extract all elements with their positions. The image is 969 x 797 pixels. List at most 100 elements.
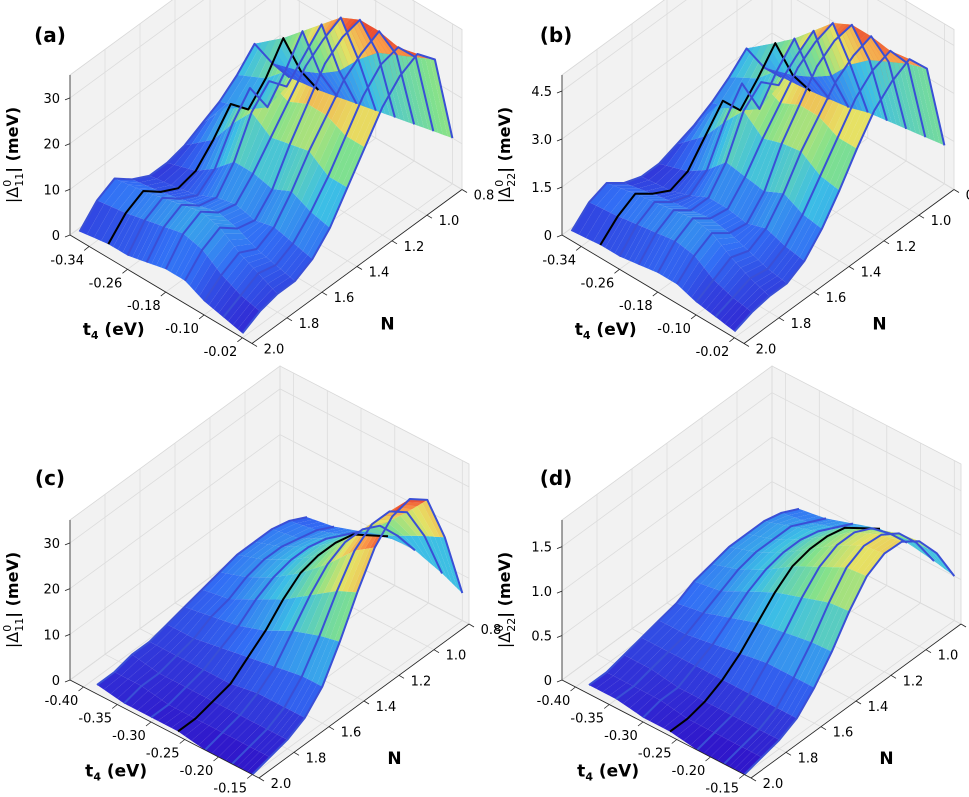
surface-patch <box>738 552 763 570</box>
surface-patch <box>188 215 211 242</box>
slice-curve <box>123 525 335 705</box>
x-tick-mark <box>78 686 84 692</box>
surface-patch <box>218 204 241 217</box>
surface-patch <box>199 676 224 698</box>
surface-patch <box>729 223 752 238</box>
surface-patch <box>165 659 190 681</box>
surface-patch <box>717 591 742 617</box>
surface-patch <box>629 693 654 713</box>
surface-patch <box>690 106 716 141</box>
surface-patch <box>278 523 303 534</box>
surface-patch <box>294 106 317 148</box>
surface-patch <box>288 538 313 547</box>
surface-patch <box>176 638 201 660</box>
surface-patch <box>422 499 445 538</box>
surface-patch <box>250 544 275 559</box>
surface-patch <box>638 232 661 267</box>
y-tick-label: 1.2 <box>411 674 432 689</box>
highlight-slice-curve <box>177 533 389 733</box>
surface-patch <box>187 614 212 639</box>
z-tick-label: 1.5 <box>531 181 552 196</box>
surface-patch <box>264 669 289 701</box>
surface-patch <box>242 221 265 239</box>
surface-patch <box>855 62 878 117</box>
surface-patch <box>735 535 760 550</box>
surface-patch <box>825 140 848 184</box>
surface-patch <box>165 189 188 196</box>
surface-patch <box>183 169 206 192</box>
surface-patch <box>648 236 671 271</box>
surface-patch <box>609 682 634 700</box>
surface-patch <box>248 131 271 174</box>
surface-patch <box>221 625 246 651</box>
surface-patch <box>341 528 366 558</box>
surface-patch <box>167 144 192 165</box>
surface-patch <box>251 225 275 249</box>
surface-patch <box>624 176 649 186</box>
x-tick-label: -0.02 <box>204 345 238 360</box>
surface-patch <box>240 693 265 719</box>
surface-patch <box>764 143 787 192</box>
surface-patch <box>174 142 199 167</box>
surface-patch <box>729 47 754 78</box>
y-tick-label: 1.6 <box>833 726 854 741</box>
surface-patch <box>288 206 311 243</box>
surface-patch <box>879 539 902 554</box>
surface-patch <box>202 101 227 124</box>
y-tick-mark <box>468 623 475 628</box>
surface-patch <box>307 548 332 571</box>
z-tick-label: 10 <box>43 183 60 198</box>
slice-curve <box>642 522 854 719</box>
y-tick-mark <box>293 751 300 756</box>
surface-patch <box>345 95 369 139</box>
surface-patch <box>244 40 269 77</box>
slice-curve <box>126 30 339 256</box>
surface-patch <box>689 229 712 256</box>
surface-patch <box>101 209 126 245</box>
surface-patch <box>268 630 293 667</box>
surface-patch <box>237 307 260 334</box>
surface-patch <box>242 577 267 600</box>
surface-patch <box>823 24 846 70</box>
surface-patch <box>847 104 870 146</box>
surface-patch <box>879 60 902 127</box>
surface-patch <box>200 131 223 171</box>
surface-patch <box>600 216 623 248</box>
surface-patch <box>316 24 340 72</box>
slice-curve <box>743 540 956 776</box>
surface-patch <box>749 663 774 698</box>
surface-patch <box>315 536 340 546</box>
surface-patch <box>271 239 294 265</box>
surface-patch <box>317 640 340 687</box>
surface-patch <box>279 596 304 631</box>
surface-patch <box>202 165 225 197</box>
surface-patch <box>619 224 642 259</box>
surface-patch <box>694 704 719 726</box>
surface-patch <box>224 115 247 166</box>
surface-patch <box>680 136 706 172</box>
surface-patch <box>277 673 302 708</box>
chart-panel: -0.34 -0.26 -0.18 -0.10 -0.02 0.8 1.0 1.2 1.4 1.6… <box>493 0 969 360</box>
surface-patch <box>750 268 773 283</box>
surface-patch <box>644 648 669 669</box>
surface-patch <box>742 287 765 309</box>
surface-patch <box>235 173 259 209</box>
surface-patch <box>675 170 698 193</box>
z-tick-mark <box>64 234 71 238</box>
surface-patch <box>695 200 719 215</box>
surface-patch <box>103 675 128 695</box>
surface-patch <box>713 165 736 204</box>
surface-patch <box>775 566 800 594</box>
surface-patch <box>769 145 792 193</box>
surface-patch <box>694 233 717 262</box>
surface-patch <box>710 293 733 317</box>
surface-patch <box>770 198 794 238</box>
surface-patch <box>295 538 320 547</box>
surface-patch <box>851 547 875 572</box>
surface-patch <box>750 139 773 184</box>
surface-patch <box>734 569 759 592</box>
surface-patch <box>205 732 230 754</box>
surface-patch <box>811 526 836 532</box>
surface-patch <box>266 559 291 578</box>
surface-patch <box>249 577 274 600</box>
